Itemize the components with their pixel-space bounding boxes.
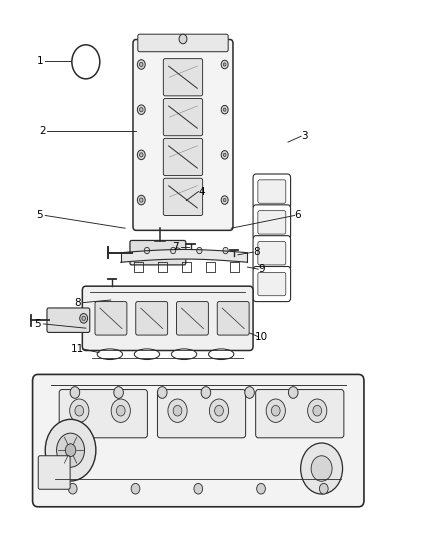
Text: 2: 2	[39, 126, 46, 136]
Circle shape	[140, 108, 143, 112]
FancyBboxPatch shape	[133, 39, 233, 230]
FancyBboxPatch shape	[95, 302, 127, 335]
Circle shape	[266, 399, 286, 422]
FancyBboxPatch shape	[130, 240, 186, 265]
Circle shape	[138, 195, 145, 205]
FancyBboxPatch shape	[32, 374, 364, 507]
FancyBboxPatch shape	[163, 99, 203, 136]
Circle shape	[307, 399, 327, 422]
Text: 8: 8	[253, 247, 259, 257]
Circle shape	[173, 248, 181, 257]
FancyBboxPatch shape	[163, 139, 203, 175]
FancyBboxPatch shape	[256, 390, 344, 438]
FancyBboxPatch shape	[258, 241, 286, 265]
Circle shape	[288, 386, 298, 398]
Circle shape	[311, 456, 332, 481]
Circle shape	[68, 483, 77, 494]
Ellipse shape	[97, 349, 123, 360]
Circle shape	[72, 45, 100, 79]
Circle shape	[245, 386, 254, 398]
Circle shape	[140, 62, 143, 67]
Circle shape	[223, 63, 226, 66]
Text: 5: 5	[35, 319, 41, 329]
Circle shape	[215, 406, 223, 416]
FancyBboxPatch shape	[217, 302, 249, 335]
Circle shape	[70, 399, 89, 422]
FancyBboxPatch shape	[47, 308, 90, 333]
Circle shape	[138, 150, 145, 160]
Ellipse shape	[134, 349, 159, 360]
Text: 4: 4	[198, 187, 205, 197]
Circle shape	[57, 433, 85, 467]
FancyBboxPatch shape	[163, 178, 203, 215]
Circle shape	[223, 154, 226, 157]
Circle shape	[197, 247, 202, 254]
FancyBboxPatch shape	[253, 205, 290, 240]
Circle shape	[45, 419, 96, 481]
FancyBboxPatch shape	[253, 174, 290, 209]
Circle shape	[145, 247, 150, 254]
FancyBboxPatch shape	[136, 302, 168, 335]
Circle shape	[65, 444, 76, 457]
FancyBboxPatch shape	[253, 266, 290, 302]
Text: 3: 3	[301, 131, 307, 141]
Text: 10: 10	[255, 332, 268, 342]
Text: 5: 5	[37, 211, 43, 221]
FancyBboxPatch shape	[59, 390, 148, 438]
Circle shape	[117, 406, 125, 416]
Circle shape	[223, 247, 228, 254]
Circle shape	[223, 108, 226, 111]
Circle shape	[194, 483, 203, 494]
Circle shape	[75, 406, 84, 416]
Text: 11: 11	[71, 344, 84, 354]
FancyBboxPatch shape	[82, 286, 253, 351]
FancyBboxPatch shape	[258, 211, 286, 234]
Circle shape	[221, 196, 228, 204]
FancyBboxPatch shape	[138, 34, 228, 52]
Circle shape	[140, 153, 143, 157]
Circle shape	[173, 406, 182, 416]
Text: 1: 1	[37, 56, 43, 66]
FancyBboxPatch shape	[253, 236, 290, 271]
Circle shape	[138, 60, 145, 69]
Circle shape	[221, 151, 228, 159]
Circle shape	[209, 399, 229, 422]
Circle shape	[179, 34, 187, 44]
Circle shape	[257, 483, 265, 494]
FancyBboxPatch shape	[258, 272, 286, 296]
Circle shape	[313, 406, 321, 416]
Circle shape	[221, 106, 228, 114]
Circle shape	[157, 386, 167, 398]
Circle shape	[114, 386, 124, 398]
Text: 8: 8	[74, 297, 81, 308]
Text: 9: 9	[258, 264, 265, 274]
Circle shape	[201, 386, 211, 398]
Circle shape	[300, 443, 343, 494]
Circle shape	[319, 483, 328, 494]
Circle shape	[170, 247, 176, 254]
FancyBboxPatch shape	[157, 390, 246, 438]
FancyBboxPatch shape	[177, 302, 208, 335]
Circle shape	[272, 406, 280, 416]
Text: 6: 6	[294, 211, 301, 221]
Text: 7: 7	[172, 243, 179, 252]
Circle shape	[70, 386, 80, 398]
Circle shape	[111, 399, 131, 422]
FancyBboxPatch shape	[163, 59, 203, 96]
Ellipse shape	[171, 349, 197, 360]
FancyBboxPatch shape	[258, 180, 286, 203]
Circle shape	[80, 313, 88, 323]
Circle shape	[168, 399, 187, 422]
Circle shape	[131, 483, 140, 494]
Circle shape	[82, 316, 85, 320]
FancyBboxPatch shape	[38, 456, 70, 489]
Ellipse shape	[208, 349, 234, 360]
Circle shape	[140, 198, 143, 202]
Circle shape	[221, 60, 228, 69]
Circle shape	[223, 198, 226, 201]
Circle shape	[138, 105, 145, 115]
